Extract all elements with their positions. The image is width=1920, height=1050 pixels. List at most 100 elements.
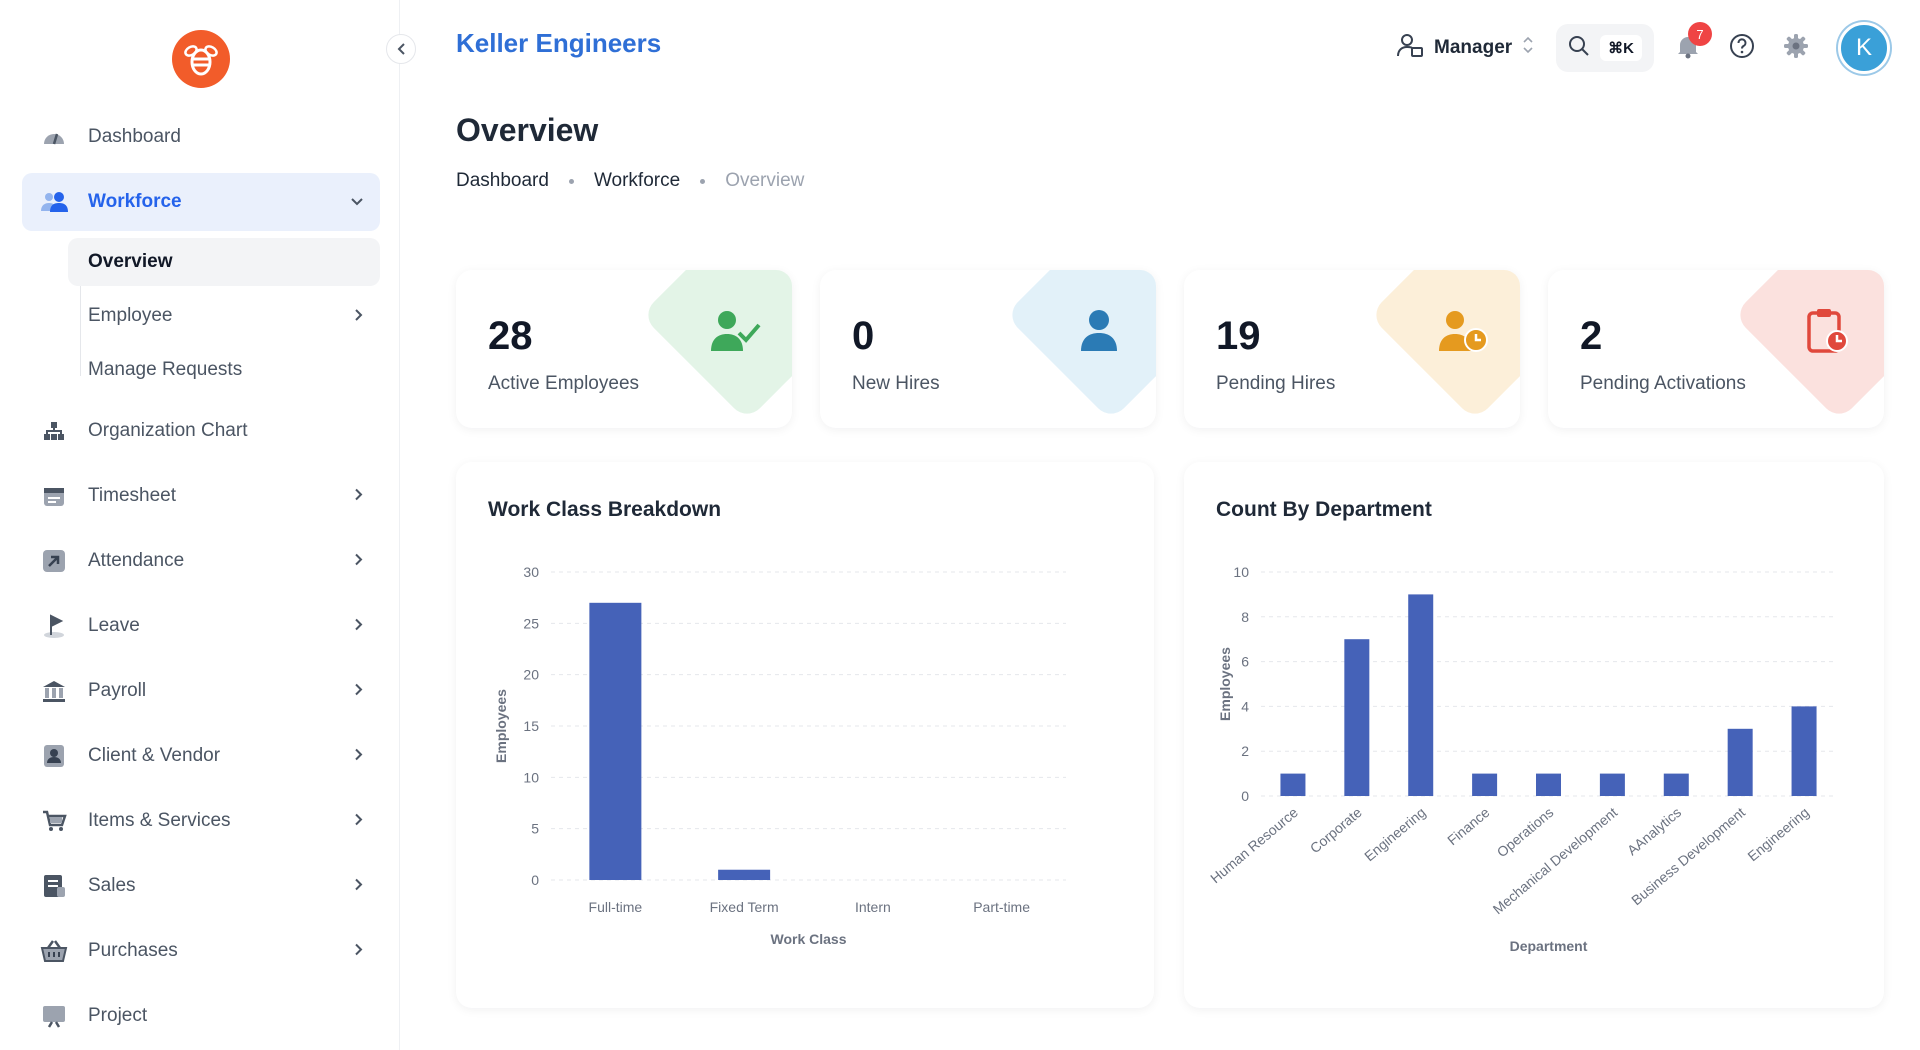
chevron-right-icon (354, 488, 364, 505)
top-toolbar: Manager ⌘K 7 K (1396, 22, 1890, 74)
role-switcher[interactable]: Manager (1396, 31, 1534, 65)
sidebar-item-items-services[interactable]: Items & Services (22, 792, 380, 850)
y-tick-label: 15 (523, 718, 539, 734)
user-role-icon (1396, 31, 1424, 65)
breadcrumb-dashboard[interactable]: Dashboard (456, 170, 549, 191)
bar-5 (1599, 773, 1625, 796)
sidebar-item-employee[interactable]: Employee (68, 292, 380, 340)
bar-7 (1727, 728, 1753, 796)
project-board-icon (40, 1002, 68, 1030)
sidebar-item-client-vendor[interactable]: Client & Vendor (22, 727, 380, 785)
stat-card-new-hires[interactable]: 0 New Hires (820, 270, 1156, 428)
sidebar-item-organization-chart[interactable]: Organization Chart (22, 402, 380, 460)
y-tick-label: 2 (1241, 743, 1249, 759)
user-clock-icon (1436, 304, 1490, 358)
chevron-down-icon (350, 194, 364, 210)
sidebar-item-label: Attendance (88, 550, 185, 571)
x-tick-label: Engineering (1744, 804, 1812, 864)
chart-title: Work Class Breakdown (488, 498, 722, 521)
x-tick-label: Finance (1444, 804, 1493, 848)
sidebar-item-workforce[interactable]: Workforce (22, 173, 380, 231)
org-chart-icon (40, 417, 68, 445)
sidebar-item-label: Purchases (88, 940, 178, 961)
x-tick-label: Part-time (973, 899, 1030, 915)
sidebar-item-dashboard[interactable]: Dashboard (22, 108, 380, 166)
y-tick-label: 0 (1241, 788, 1249, 804)
bar-1 (1344, 639, 1370, 796)
y-axis-title: Employees (493, 689, 509, 763)
sidebar-item-label: Items & Services (88, 810, 231, 831)
role-label: Manager (1434, 37, 1513, 58)
sidebar-item-timesheet[interactable]: Timesheet (22, 467, 380, 525)
cart-icon (40, 807, 68, 835)
sidebar-item-label: Timesheet (88, 485, 176, 506)
gear-icon (1782, 32, 1810, 65)
x-axis-title: Work Class (771, 931, 847, 947)
stat-label: Pending Activations (1580, 373, 1746, 394)
flag-icon (40, 612, 68, 640)
x-tick-label: Corporate (1307, 804, 1365, 856)
breadcrumb-workforce[interactable]: Workforce (593, 170, 681, 191)
chevron-right-icon (354, 748, 364, 765)
sidebar-item-payroll[interactable]: Payroll (22, 662, 380, 720)
x-tick-label: Operations (1494, 804, 1557, 860)
sidebar-item-label: Project (88, 1005, 148, 1026)
stat-label: Active Employees (488, 373, 640, 394)
users-icon (40, 188, 68, 216)
x-tick-label: AAnalytics (1624, 804, 1684, 858)
y-tick-label: 30 (523, 564, 539, 580)
breadcrumb: Dashboard Workforce Overview (456, 170, 804, 192)
sidebar-item-overview[interactable]: Overview (68, 238, 380, 286)
search-icon (1568, 35, 1590, 62)
sidebar-item-attendance[interactable]: Attendance (22, 532, 380, 590)
sidebar-item-label: Overview (88, 251, 173, 272)
stat-label: New Hires (852, 373, 940, 394)
sidebar-item-purchases[interactable]: Purchases (22, 922, 380, 980)
y-tick-label: 4 (1241, 698, 1249, 714)
user-check-icon (708, 304, 762, 358)
bar-4 (1536, 773, 1561, 796)
stat-value: 2 (1580, 314, 1603, 358)
x-tick-label: Fixed Term (710, 899, 779, 915)
help-button[interactable] (1722, 28, 1762, 68)
sidebar-item-sales[interactable]: Sales (22, 857, 380, 915)
sidebar-collapse-button[interactable] (386, 34, 416, 64)
stat-value: 0 (852, 314, 875, 358)
stat-label: Pending Hires (1216, 373, 1336, 394)
sidebar-item-label: Employee (88, 305, 173, 326)
avatar[interactable]: K (1838, 22, 1890, 74)
y-tick-label: 0 (531, 872, 539, 888)
stat-card-active-employees[interactable]: 28 Active Employees (456, 270, 792, 428)
chevron-right-icon (354, 618, 364, 635)
sidebar-item-label: Dashboard (88, 126, 181, 147)
invoice-icon (40, 872, 68, 900)
chevron-right-icon (354, 878, 364, 895)
y-tick-label: 6 (1241, 654, 1249, 670)
stat-card-pending-hires[interactable]: 19 Pending Hires (1184, 270, 1520, 428)
department-chart-card: Count By Department 0 2 4 6 8 10 Human Resourc… (1184, 462, 1884, 1008)
y-tick-label: 8 (1241, 609, 1249, 625)
sidebar-nav: Dashboard Workforce Overview Employee (22, 108, 380, 1050)
sidebar-item-label: Organization Chart (88, 420, 248, 441)
sidebar-item-leave[interactable]: Leave (22, 597, 380, 655)
sidebar-item-label: Client & Vendor (88, 745, 221, 766)
sidebar-item-project[interactable]: Project (22, 987, 380, 1045)
basket-icon (40, 937, 68, 965)
settings-button[interactable] (1776, 28, 1816, 68)
search-button[interactable]: ⌘K (1556, 24, 1654, 72)
sidebar-item-manage-requests[interactable]: Manage Requests (68, 346, 380, 394)
sidebar-item-label: Sales (88, 875, 136, 896)
notifications-button[interactable]: 7 (1668, 22, 1712, 68)
y-tick-label: 10 (523, 769, 539, 785)
bee-logo-icon[interactable] (172, 30, 230, 88)
y-tick-label: 20 (523, 667, 539, 683)
dashboard-icon (40, 123, 68, 151)
company-name: Keller Engineers (456, 28, 662, 58)
chart-title: Count By Department (1216, 498, 1432, 521)
work-class-chart-card: Work Class Breakdown 0 5 10 15 20 25 30 Full-ti… (456, 462, 1154, 1008)
chevron-left-icon (397, 43, 405, 55)
x-tick-label: Business Development (1628, 804, 1748, 908)
stat-value: 19 (1216, 314, 1261, 358)
stat-card-pending-activations[interactable]: 2 Pending Activations (1548, 270, 1884, 428)
